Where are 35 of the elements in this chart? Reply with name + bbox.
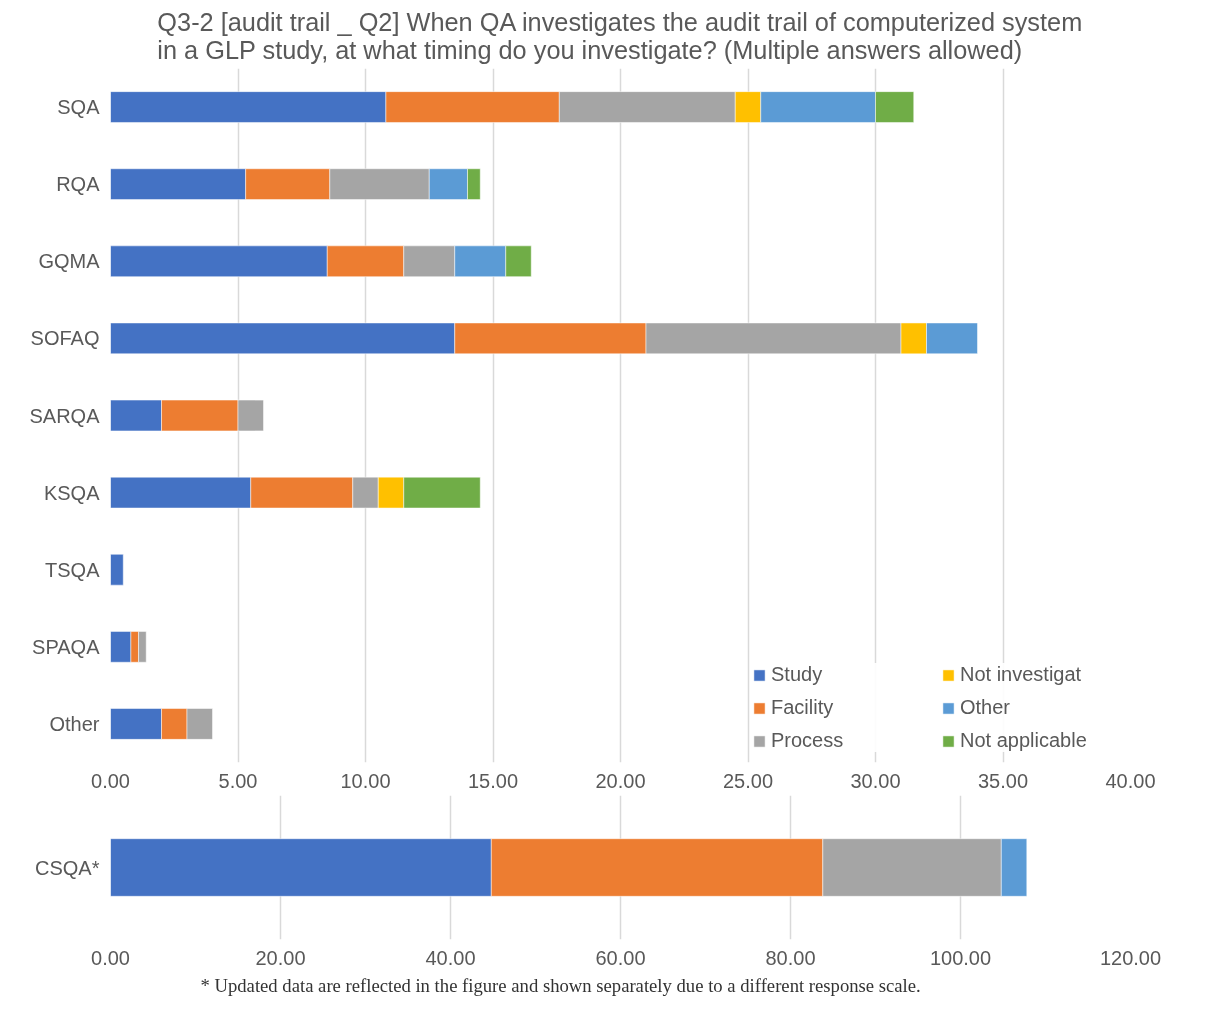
- x-tick-label: 15.00: [467, 769, 519, 792]
- x-tick-label: 60.00: [595, 946, 646, 969]
- legend-label: Facility: [771, 696, 835, 719]
- x-tick-label: 30.00: [850, 769, 901, 792]
- legend-label: Other: [960, 696, 1012, 719]
- legend-label: Process: [771, 729, 845, 752]
- x-tick-label: 100.00: [929, 946, 992, 969]
- x-tick-label: 40.00: [1105, 769, 1156, 792]
- y-tick-label: RQA: [56, 173, 101, 196]
- legend-label: Not applicable: [960, 729, 1088, 752]
- x-tick-label: 5.00: [218, 769, 258, 792]
- chart-title: Q3-2 [audit trail _ Q2] When QA investigates the audit trail of computerized system in a GLP study, at what timing do you investigate? (Multiple answers allowed): [157, 7, 1083, 64]
- legend-label: Not investigat: [960, 663, 1083, 686]
- x-tick-label: 0.00: [91, 769, 130, 792]
- x-tick-label: 10.00: [340, 769, 391, 792]
- x-tick-label: 0.00: [91, 946, 130, 969]
- text: * Updated data are reflected in the figure and shown separately due to a different response scale.: [200, 974, 921, 996]
- y-tick-label: SOFAQ: [30, 327, 100, 350]
- y-tick-label: CSQA*: [35, 856, 100, 879]
- x-tick-label: 80.00: [765, 946, 816, 969]
- x-tick-label: 40.00: [425, 946, 476, 969]
- x-tick-label: 120.00: [1099, 946, 1162, 969]
- y-tick-label: SPAQA: [32, 635, 101, 658]
- y-tick-label: SARQA: [29, 404, 101, 427]
- y-tick-label: Other: [49, 712, 100, 735]
- bar: [110, 554, 124, 586]
- x-tick-label: 20.00: [255, 946, 306, 969]
- y-tick-label: TSQA: [45, 558, 101, 581]
- y-tick-label: SQA: [57, 96, 101, 119]
- x-tick-label: 25.00: [722, 769, 774, 792]
- y-tick-label: GQMA: [38, 250, 101, 273]
- legend-label: Study: [771, 663, 824, 686]
- x-tick-label: 20.00: [595, 769, 646, 792]
- y-tick-label: KSQA: [43, 481, 101, 504]
- x-tick-label: 35.00: [977, 769, 1029, 792]
